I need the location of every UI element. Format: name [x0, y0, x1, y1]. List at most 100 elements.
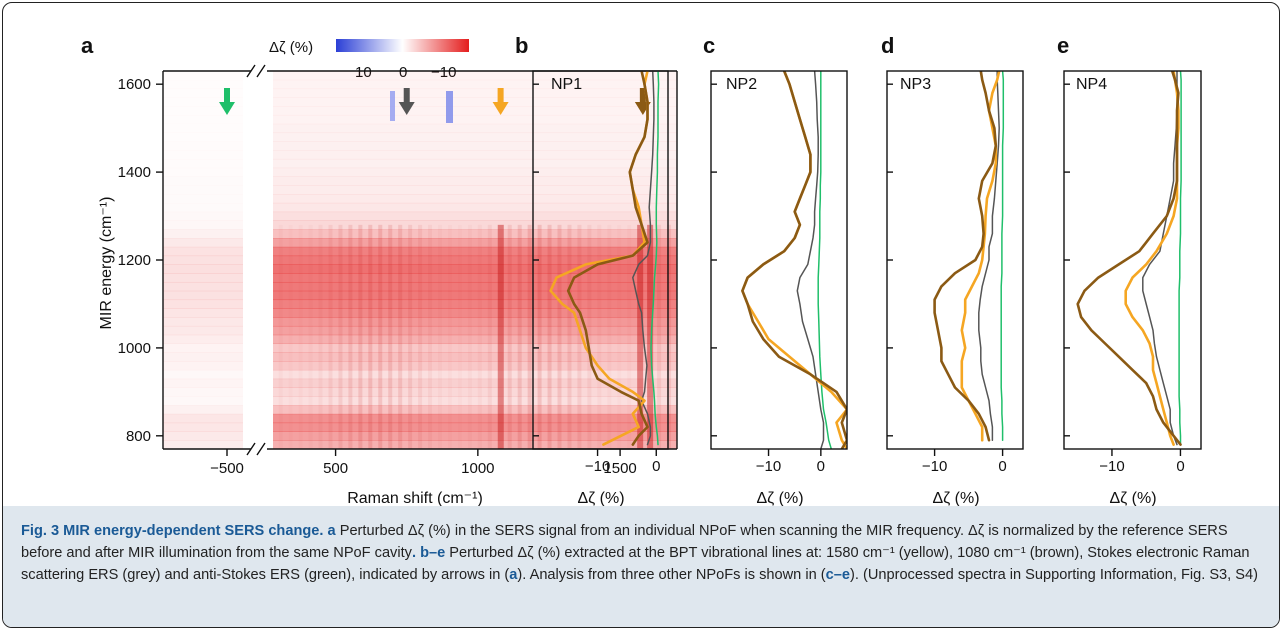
- panel-e-xtick-0: −10: [1099, 458, 1124, 475]
- heatmap-column: [637, 224, 644, 449]
- heatmap-cell: [163, 238, 243, 248]
- arrow-shaft: [403, 88, 410, 104]
- panel-b-xlabel: Δζ (%): [577, 490, 624, 506]
- heatmap-column: [497, 224, 504, 449]
- heatmap-right-region: [273, 71, 677, 449]
- heatmap-column: [279, 225, 283, 449]
- heatmap-column: [328, 224, 333, 449]
- heatmap-column: [577, 224, 582, 449]
- heatmap-cell: [163, 185, 243, 194]
- heatmap-cell: [163, 89, 243, 98]
- heatmap-cell: [273, 325, 677, 336]
- heatmap-cell: [163, 405, 243, 415]
- heatmap-column: [667, 224, 672, 449]
- panel-d-series-brown: [933, 71, 998, 442]
- heatmap-cell: [273, 88, 677, 98]
- panel-d-series-grey: [978, 71, 1000, 441]
- heatmap-xtick-label: 1500: [603, 460, 636, 477]
- heatmap-cell: [273, 273, 677, 283]
- colorbar-tick-0: 10: [355, 64, 372, 81]
- heatmap-cell: [163, 281, 243, 292]
- heatmap-column: [289, 225, 293, 449]
- panel-b-np-label: NP1: [551, 76, 582, 93]
- heatmap-cell: [273, 97, 677, 107]
- arrow-head: [398, 102, 415, 115]
- heatmap-cell: [273, 132, 677, 142]
- heatmap-blue-spot-1: [390, 91, 395, 121]
- heatmap-cell: [273, 158, 677, 169]
- heatmap-blue-spot-2: [446, 91, 453, 123]
- heatmap-cell: [273, 317, 677, 327]
- heatmap-cell: [163, 273, 243, 283]
- heatmap-cell: [273, 396, 677, 406]
- heatmap-column: [398, 224, 403, 449]
- heatmap-cell: [163, 325, 243, 336]
- heatmap-cell: [273, 308, 677, 318]
- heatmap-cell: [273, 369, 677, 380]
- heatmap-cell: [163, 133, 243, 142]
- heatmap-column: [418, 224, 423, 449]
- panel-d-series-yellow: [960, 71, 1001, 442]
- heatmap-column: [368, 224, 373, 449]
- heatmap-cell: [163, 422, 243, 432]
- heatmap-cell: [163, 229, 243, 239]
- heatmap-cell: [273, 167, 677, 177]
- heatmap-cell: [273, 185, 677, 195]
- panel-c-xtick-1: 0: [817, 458, 825, 475]
- panel-b-series-brown: [566, 71, 649, 446]
- heatmap-cell: [163, 176, 243, 185]
- axis-break-top: [246, 64, 266, 78]
- heatmap-cell: [163, 440, 243, 449]
- heatmap-cell: [273, 123, 677, 134]
- heatmap-cell: [163, 413, 243, 424]
- heatmap-column: [408, 224, 413, 449]
- panel-e-xtick-1: 0: [1176, 458, 1184, 475]
- heatmap-cell: [273, 255, 677, 265]
- heatmap-column: [597, 225, 601, 449]
- heatmap-column: [657, 224, 662, 449]
- heatmap-cell: [163, 431, 243, 441]
- panel-b-series-green: [650, 71, 660, 446]
- heatmap-cell: [273, 290, 677, 301]
- heatmap-cell: [163, 194, 243, 203]
- colorbar: [336, 39, 469, 52]
- panel-d-xtick-1: 0: [998, 458, 1006, 475]
- caption-a-text: Perturbed Δζ (%) in the SERS signal from…: [21, 523, 1228, 561]
- heatmap-column: [527, 224, 532, 449]
- panel-e-series-yellow: [1124, 71, 1180, 446]
- panel-d: [886, 70, 1024, 456]
- heatmap-column: [468, 225, 472, 449]
- heatmap-column: [338, 224, 343, 449]
- heatmap-column: [438, 225, 442, 449]
- panel-c-np-label: NP2: [726, 76, 757, 93]
- caption-title: Fig. 3 MIR energy-dependent SERS change.: [21, 523, 324, 539]
- heatmap-column: [477, 224, 482, 449]
- panel-c-series-brown: [741, 71, 847, 449]
- caption-text: Fig. 3 MIR energy-dependent SERS change.…: [21, 520, 1263, 586]
- colorbar-tick-1: 0: [399, 64, 407, 81]
- arrow-green: [219, 88, 235, 115]
- heatmap-cell: [273, 299, 677, 309]
- heatmap-cell: [163, 159, 243, 168]
- heatmap-left-region: [163, 89, 243, 449]
- caption-end-text: ). (Unprocessed spectra in Supporting In…: [849, 567, 1258, 583]
- panel-d-label: d: [881, 33, 894, 58]
- heatmap-cell: [273, 150, 677, 160]
- panel-c-frame: [710, 70, 848, 450]
- heatmap-cell: [163, 220, 243, 230]
- heatmap-column: [487, 224, 492, 449]
- heatmap-cell: [163, 396, 243, 405]
- arrow-head: [492, 102, 509, 115]
- heatmap-cell: [273, 431, 677, 441]
- heatmap-column: [428, 224, 433, 449]
- panel-d-xlabel: Δζ (%): [932, 490, 979, 506]
- heatmap-ytick-label: 1400: [118, 164, 151, 181]
- heatmap-cell: [163, 370, 243, 379]
- heatmap-ticks: 800 1000 1200 1400 1600 −500 500 1000 1500: [118, 76, 637, 477]
- heatmap-column: [507, 224, 512, 449]
- panel-c-series-grey: [796, 71, 825, 449]
- heatmap-column: [647, 224, 654, 449]
- caption-dot: .: [411, 545, 417, 561]
- heatmap-cell: [273, 114, 677, 125]
